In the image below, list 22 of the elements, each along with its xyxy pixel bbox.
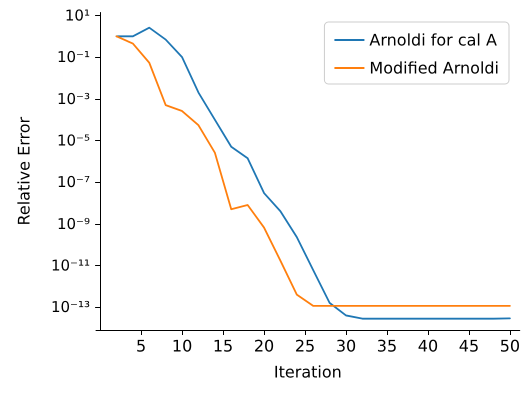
x-tick-label: 5: [136, 336, 146, 356]
x-tick-label: 30: [336, 336, 356, 356]
y-tick-label: 10⁻³: [56, 90, 90, 108]
y-tick-label: 10⁻⁹: [56, 214, 90, 233]
y-tick-label: 10⁻⁷: [56, 173, 90, 192]
x-tick-label: 35: [376, 336, 398, 356]
y-tick-label: 10¹: [64, 6, 90, 24]
x-tick-label: 50: [500, 336, 520, 356]
legend-label: Arnoldi for cal A: [369, 30, 497, 50]
y-tick-label: 10⁻¹¹: [50, 256, 90, 274]
y-tick-label: 10⁻¹: [56, 48, 90, 66]
y-tick-label: 10⁻⁵: [56, 131, 90, 150]
x-tick-label: 20: [254, 336, 274, 356]
x-tick-label: 10: [172, 336, 192, 356]
x-tick-label: 25: [294, 336, 316, 356]
x-tick-label: 45: [458, 336, 480, 356]
legend-label: Modified Arnoldi: [369, 58, 499, 78]
x-axis-title: Iteration: [274, 362, 342, 382]
x-tick-label: 15: [212, 336, 234, 356]
y-axis-title: Relative Error: [14, 116, 34, 226]
y-tick-label: 10⁻¹³: [50, 298, 90, 316]
x-tick-label: 40: [418, 336, 438, 356]
